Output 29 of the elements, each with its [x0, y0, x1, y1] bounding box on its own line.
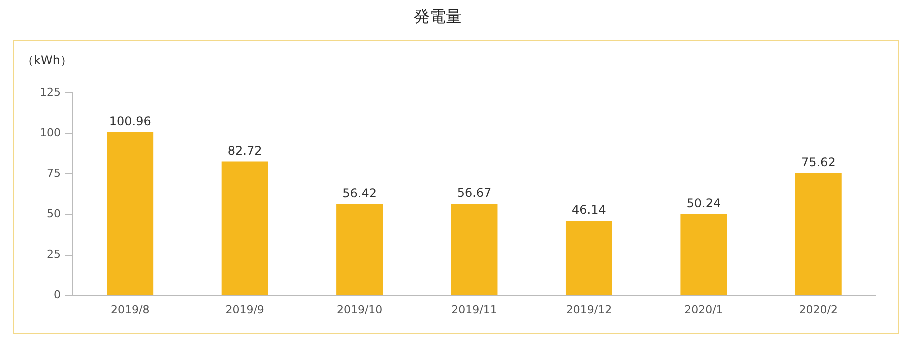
data-label: 100.96	[109, 114, 152, 128]
x-tick-label: 2019/10	[336, 303, 383, 316]
bar	[451, 204, 498, 296]
bar	[222, 162, 268, 296]
bar	[336, 204, 384, 296]
chart-title: 発電量	[414, 6, 462, 26]
x-tick-label: 2019/11	[452, 303, 498, 316]
bar	[795, 173, 842, 296]
y-axis-title: （kWh）	[22, 53, 72, 68]
y-tick-label: 100	[40, 126, 61, 140]
bar	[566, 221, 612, 296]
x-tick-label: 2019/9	[226, 303, 264, 316]
y-tick-label: 25	[47, 248, 61, 262]
y-tick-label: 75	[47, 167, 61, 180]
data-label: 56.67	[457, 186, 492, 200]
x-tick-label: 2020/1	[684, 303, 724, 316]
y-tick-label: 0	[54, 288, 61, 302]
bar	[107, 132, 154, 296]
x-tick-label: 2020/2	[799, 303, 838, 316]
y-tick-label: 50	[47, 208, 61, 221]
bar	[680, 214, 728, 296]
y-tick-label: 125	[40, 86, 61, 100]
data-label: 75.62	[801, 155, 836, 170]
data-label: 50.24	[686, 196, 722, 210]
data-label: 56.42	[342, 186, 377, 200]
x-tick-label: 2019/8	[111, 303, 150, 316]
data-label: 46.14	[572, 203, 606, 218]
x-tick-label: 2019/12	[566, 303, 612, 316]
data-label: 82.72	[228, 144, 262, 158]
